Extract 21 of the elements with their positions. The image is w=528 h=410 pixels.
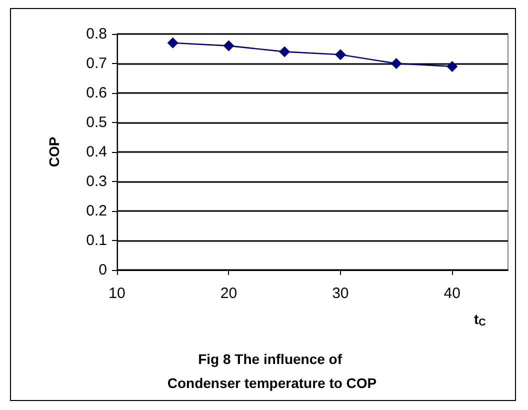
- y-axis-title: COP: [46, 136, 62, 168]
- x-tick-label: 40: [444, 285, 460, 302]
- point: [167, 37, 178, 48]
- y-tick-label: 0.2: [86, 202, 107, 220]
- y-tick-label: 0.8: [86, 26, 107, 42]
- text: Fig 8 The influence of Condenser temperature to COP: [167, 351, 377, 391]
- point: [334, 49, 346, 60]
- point: [446, 60, 458, 72]
- x-tick-label: 10: [108, 285, 126, 302]
- point: [223, 40, 234, 52]
- y-tick-label: 0.5: [86, 114, 107, 131]
- y-tick-label: 0.6: [86, 84, 107, 102]
- point: [390, 58, 402, 69]
- y-tick-label: 0: [98, 262, 107, 278]
- point: [279, 46, 290, 58]
- x-tick-label: 30: [332, 285, 349, 302]
- y-tick-label: 0.4: [86, 144, 107, 160]
- y-tick-label: 0.3: [86, 173, 107, 190]
- y-tick-label: 0.7: [86, 55, 107, 72]
- y-tick-label: 0.1: [86, 232, 107, 249]
- x-tick-label: 20: [220, 285, 238, 302]
